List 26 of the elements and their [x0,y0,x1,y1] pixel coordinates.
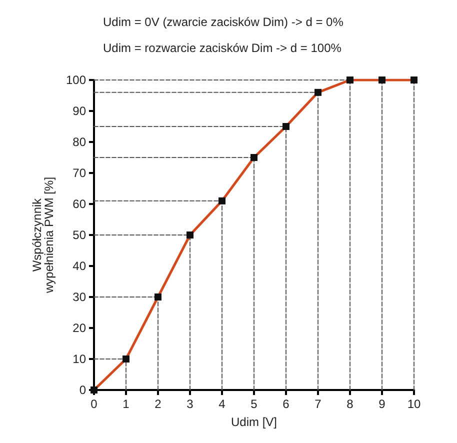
text: Udim = 0V (zwarcie zacisków Dim) -> d = 0% [103,15,344,29]
x-tick-label: 5 [250,397,258,411]
x-tick-label: 3 [186,397,194,411]
y-tick-label: 40 [72,259,86,273]
y-tick-label: 0 [79,383,86,397]
x-axis-title: Udim [V] [230,415,278,429]
x-tick-label: 10 [407,397,421,411]
y-tick-label: 30 [72,290,86,304]
y-tick-label: 20 [72,321,86,335]
x-tick-label: 2 [154,397,162,411]
y-tick-label: 50 [72,228,86,242]
x-tick-label: 6 [282,397,290,411]
y-tick-label: 10 [72,352,86,366]
y-tick-label: 60 [72,197,86,211]
y-axis-title: Współczynnik wypełnienia PWM [%] [30,176,56,294]
text: Udim = rozwarcie zacisków Dim -> d = 100% [103,41,342,55]
y-tick-label: 80 [72,135,86,149]
x-tick-label: 9 [378,397,386,411]
x-tick-label: 8 [346,397,354,411]
x-tick-label: 4 [218,397,226,411]
y-tick-label: 90 [72,104,86,118]
y-tick-label: 100 [66,73,86,87]
x-tick-label: 0 [90,397,98,411]
y-tick-label: 70 [72,166,86,180]
x-tick-label: 1 [122,397,130,411]
x-tick-label: 7 [314,397,322,411]
